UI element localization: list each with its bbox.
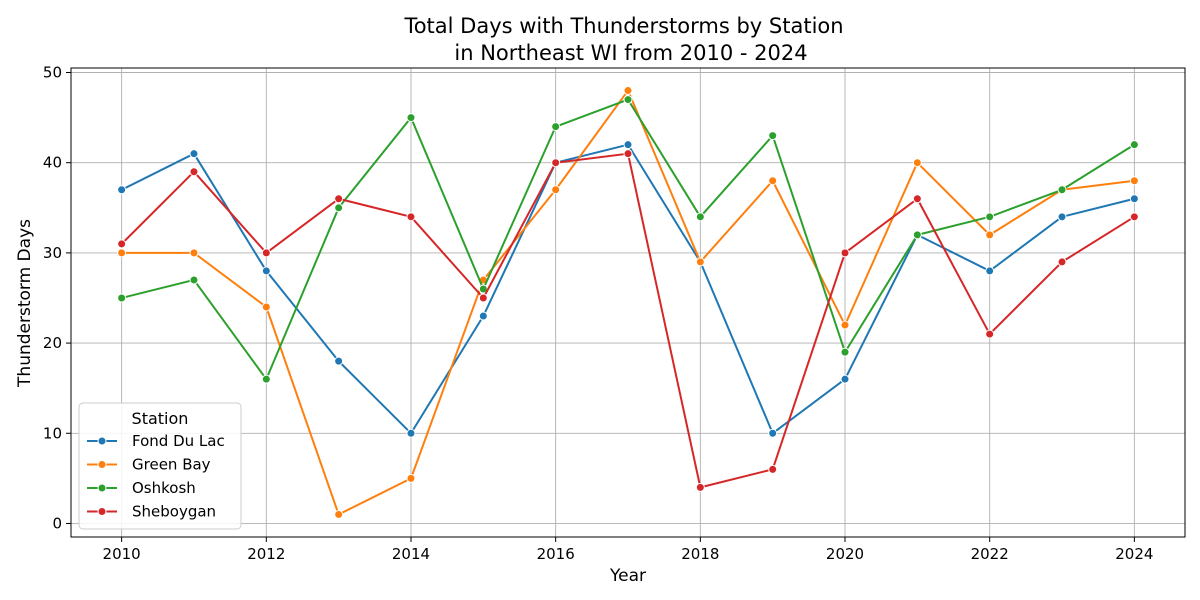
data-point-sheboygan <box>695 482 705 492</box>
data-point-green-bay <box>117 248 127 258</box>
chart-title-line-2: in Northeast WI from 2010 - 2024 <box>454 41 807 65</box>
x-tick-label: 2024 <box>1115 545 1153 563</box>
data-point-green-bay <box>623 86 633 96</box>
data-point-sheboygan <box>334 194 344 204</box>
legend-box <box>78 402 242 530</box>
data-point-green-bay <box>1129 176 1139 186</box>
data-point-fond-du-lac <box>189 149 199 159</box>
data-point-sheboygan <box>261 248 271 258</box>
y-tick-label: 20 <box>43 334 62 352</box>
data-point-fond-du-lac <box>117 185 127 195</box>
legend-label: Oshkosh <box>132 479 196 497</box>
legend-swatch-marker <box>97 483 107 493</box>
data-point-green-bay <box>912 158 922 168</box>
axis-ticks: 2010 2012 2014 2016 2018 2020 2022 2024 0 10 20 30 4… <box>43 64 1154 563</box>
data-point-oshkosh <box>623 95 633 105</box>
series-line-sheboygan <box>120 152 1135 489</box>
chart-title-line-1: Total Days with Thunderstorms by Station <box>403 14 843 38</box>
legend-swatch-marker <box>97 460 107 469</box>
data-point-fond-du-lac <box>840 374 850 384</box>
y-tick-label: 50 <box>43 64 62 82</box>
y-axis-label: Thunderstorm Days <box>15 219 35 388</box>
data-point-oshkosh <box>1129 140 1139 150</box>
data-point-sheboygan <box>985 329 995 339</box>
legend-entry-sheboygan: Sheboygan <box>87 503 216 521</box>
x-tick-label: 2016 <box>537 545 575 563</box>
data-point-oshkosh <box>261 374 271 384</box>
x-tick-label: 2014 <box>392 545 430 563</box>
data-point-fond-du-lac <box>406 428 416 438</box>
data-point-green-bay <box>840 320 850 330</box>
series-line-fond-du-lac <box>121 143 1135 435</box>
data-point-sheboygan <box>912 194 922 204</box>
data-point-sheboygan <box>768 464 778 474</box>
y-tick-label: 10 <box>43 424 62 442</box>
data-point-oshkosh <box>768 131 778 141</box>
data-point-sheboygan <box>840 248 850 258</box>
plot-frame <box>70 67 1186 538</box>
legend-label: Fond Du Lac <box>132 432 225 450</box>
data-point-sheboygan <box>406 212 416 222</box>
data-point-fond-du-lac <box>1129 194 1139 204</box>
series-green-bay <box>117 86 1139 519</box>
y-tick-label: 0 <box>52 514 62 532</box>
data-point-fond-du-lac <box>623 140 633 150</box>
grid <box>71 68 1185 537</box>
data-point-green-bay <box>551 185 561 195</box>
y-tick-label: 30 <box>43 244 62 262</box>
data-point-green-bay <box>768 176 778 186</box>
data-point-fond-du-lac <box>261 266 271 276</box>
data-point-oshkosh <box>189 275 199 285</box>
data-point-oshkosh <box>840 347 850 357</box>
data-point-oshkosh <box>695 212 705 222</box>
data-point-oshkosh <box>406 113 416 123</box>
series-sheboygan <box>117 149 1139 492</box>
data-point-sheboygan <box>189 167 199 177</box>
data-point-green-bay <box>406 473 416 483</box>
data-point-oshkosh <box>1057 185 1067 195</box>
data-point-fond-du-lac <box>985 266 995 276</box>
data-point-green-bay <box>695 257 705 267</box>
series-oshkosh <box>117 95 1139 384</box>
data-point-sheboygan <box>551 158 561 168</box>
data-point-oshkosh <box>551 122 561 132</box>
legend-entry-fond-du-lac: Fond Du Lac <box>87 432 225 450</box>
data-point-sheboygan <box>1129 212 1139 222</box>
data-point-oshkosh <box>117 293 127 303</box>
x-tick-label: 2010 <box>103 545 141 563</box>
data-point-fond-du-lac <box>334 356 344 366</box>
x-tick-label: 2018 <box>681 545 719 563</box>
data-point-sheboygan <box>478 293 488 303</box>
data-point-green-bay <box>334 509 344 519</box>
legend-swatch-marker <box>97 507 107 516</box>
series-lines <box>117 86 1139 519</box>
data-point-green-bay <box>189 248 199 258</box>
x-tick-label: 2020 <box>826 545 864 563</box>
legend: Station Fond Du Lac Green Bay Oshkosh Shebo… <box>78 402 242 530</box>
legend-entry-green-bay: Green Bay <box>87 456 211 474</box>
data-point-green-bay <box>985 230 995 240</box>
data-point-fond-du-lac <box>478 311 488 321</box>
data-point-fond-du-lac <box>768 428 778 438</box>
x-tick-label: 2012 <box>247 545 285 563</box>
data-point-sheboygan <box>117 239 127 249</box>
data-point-sheboygan <box>1057 257 1067 267</box>
x-tick-label: 2022 <box>971 545 1009 563</box>
data-point-oshkosh <box>912 230 922 240</box>
data-point-fond-du-lac <box>1057 212 1067 222</box>
data-point-sheboygan <box>623 149 633 159</box>
legend-swatch-marker <box>97 436 107 446</box>
data-point-green-bay <box>261 302 271 312</box>
legend-label: Green Bay <box>132 456 211 474</box>
series-fond-du-lac <box>117 140 1139 438</box>
y-tick-label: 40 <box>43 154 62 172</box>
legend-entry-oshkosh: Oshkosh <box>87 479 196 497</box>
legend-label: Sheboygan <box>132 503 216 521</box>
x-axis-label: Year <box>609 566 646 586</box>
data-point-oshkosh <box>985 212 995 222</box>
data-point-oshkosh <box>334 203 344 213</box>
legend-title: Station <box>132 409 189 428</box>
